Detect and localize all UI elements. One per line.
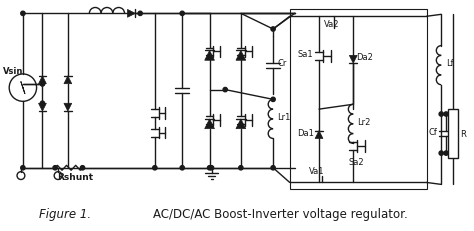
Circle shape — [40, 102, 45, 106]
Text: Va1: Va1 — [309, 166, 325, 175]
Circle shape — [40, 82, 45, 86]
Circle shape — [180, 166, 184, 170]
Circle shape — [180, 12, 184, 16]
Bar — [290, 10, 427, 189]
Circle shape — [53, 166, 57, 170]
Text: Lf: Lf — [446, 59, 454, 68]
Bar — [448, 110, 458, 158]
Text: Sa2: Sa2 — [348, 157, 364, 166]
Text: R: R — [460, 130, 465, 138]
Circle shape — [40, 82, 45, 86]
Text: Sa1: Sa1 — [298, 50, 313, 59]
Polygon shape — [349, 56, 357, 64]
Polygon shape — [64, 104, 72, 112]
Text: AC/DC/AC Boost-Inverter voltage regulator.: AC/DC/AC Boost-Inverter voltage regulato… — [153, 207, 408, 220]
Polygon shape — [38, 104, 46, 112]
Circle shape — [153, 166, 157, 170]
Circle shape — [210, 166, 214, 170]
Polygon shape — [205, 119, 214, 129]
Circle shape — [271, 166, 275, 170]
Circle shape — [271, 98, 275, 102]
Circle shape — [138, 12, 142, 16]
Polygon shape — [315, 131, 323, 139]
Circle shape — [439, 151, 443, 156]
Polygon shape — [128, 10, 135, 18]
Text: Lr2: Lr2 — [357, 117, 371, 126]
Text: Da2: Da2 — [356, 53, 373, 62]
Circle shape — [239, 166, 243, 170]
Text: Rshunt: Rshunt — [57, 172, 93, 181]
Circle shape — [208, 166, 212, 170]
Text: Cf: Cf — [428, 127, 438, 136]
Text: Va2: Va2 — [324, 20, 339, 29]
Text: Vsin: Vsin — [3, 66, 24, 75]
Circle shape — [444, 151, 448, 156]
Text: Lr1: Lr1 — [277, 112, 291, 121]
Polygon shape — [38, 76, 46, 84]
Polygon shape — [236, 119, 246, 129]
Polygon shape — [64, 76, 72, 84]
Text: Figure 1.: Figure 1. — [38, 207, 91, 220]
Circle shape — [271, 28, 275, 32]
Text: Da1: Da1 — [298, 128, 314, 137]
Circle shape — [21, 166, 25, 170]
Circle shape — [223, 88, 228, 92]
Polygon shape — [236, 51, 246, 61]
Circle shape — [439, 112, 443, 117]
Text: Cr: Cr — [277, 59, 286, 68]
Circle shape — [444, 112, 448, 117]
Polygon shape — [205, 51, 214, 61]
Circle shape — [21, 12, 25, 16]
Circle shape — [81, 166, 85, 170]
